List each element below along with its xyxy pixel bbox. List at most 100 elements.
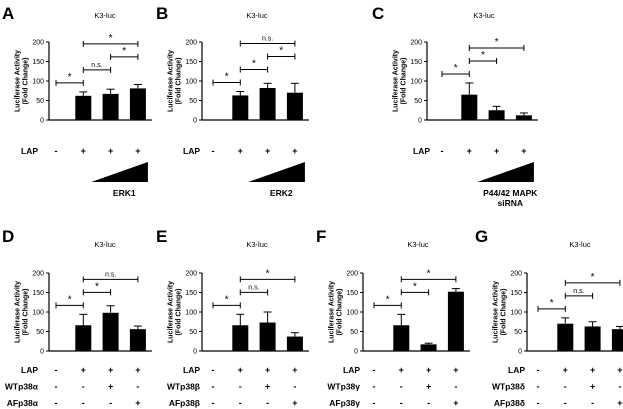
panel-letter: C [372, 4, 384, 23]
significance-label: * [279, 46, 283, 57]
row-mark: + [453, 365, 458, 375]
y-tick-label: 200 [185, 271, 197, 278]
chart-title: K3-luc [407, 240, 429, 249]
bar [420, 344, 437, 351]
dose-wedge [248, 162, 305, 182]
row-mark: + [292, 146, 297, 156]
row-mark: - [239, 398, 242, 408]
row-mark: + [617, 365, 622, 375]
row-mark: - [55, 146, 58, 156]
y-tick-label: 150 [32, 59, 44, 66]
significance-label: * [95, 281, 99, 292]
row-mark: + [238, 365, 243, 375]
panel-letter: E [156, 227, 167, 246]
row-mark: + [467, 146, 472, 156]
bar [129, 329, 146, 351]
row-label: LAP [413, 146, 430, 156]
chart-title: K3-luc [94, 240, 116, 249]
bar [530, 350, 546, 352]
y-tick-label: 50 [36, 98, 44, 105]
row-label: LAP [21, 365, 38, 375]
y-tick-label: 0 [40, 349, 44, 356]
bar [259, 322, 276, 351]
row-mark: - [618, 382, 621, 392]
row-mark: + [426, 365, 431, 375]
y-tick-label: 100 [32, 310, 44, 317]
y-tick-label: 0 [193, 118, 197, 125]
row-label: LAP [21, 146, 38, 156]
significance-label: n.s. [573, 288, 584, 295]
row-mark: + [265, 365, 270, 375]
row-mark: + [238, 146, 243, 156]
significance-label: * [225, 294, 229, 305]
row-mark: + [81, 365, 86, 375]
row-mark: + [108, 382, 113, 392]
y-axis-label: Luciferase Activity(Fold Change) [329, 281, 344, 343]
row-mark: - [212, 146, 215, 156]
y-tick-label: 0 [193, 349, 197, 356]
row-mark: + [292, 365, 297, 375]
chart-title: K3-luc [569, 240, 591, 249]
panel-c: C K3-luc Luciferase Activity(Fold Change) 0… [372, 4, 538, 208]
panel-g: G K3-luc Luciferase Activity(Fold Change) 0… [475, 227, 623, 408]
significance-label: n.s. [262, 36, 273, 43]
y-axis-label: Luciferase Activity(Fold Change) [15, 281, 30, 343]
row-mark: + [265, 146, 270, 156]
treatment-label: siRNA [497, 198, 523, 208]
y-tick-label: 150 [185, 290, 197, 297]
panel-letter: G [475, 227, 488, 246]
dose-wedge [91, 162, 148, 182]
row-mark: - [109, 398, 112, 408]
bar [611, 329, 623, 351]
y-tick-label: 50 [414, 98, 422, 105]
row-mark: + [617, 398, 622, 408]
row-mark: + [453, 398, 458, 408]
significance-label: * [225, 72, 229, 83]
significance-label: * [413, 281, 417, 292]
row-label: AFp38α [7, 398, 39, 408]
row-mark: + [135, 398, 140, 408]
panel-e: E K3-luc Luciferase Activity(Fold Change) 0… [156, 227, 309, 408]
y-axis-label: Luciferase Activity(Fold Change) [393, 50, 408, 112]
row-label: WTp38γ [327, 382, 360, 392]
row-mark: + [494, 146, 499, 156]
row-mark: - [266, 398, 269, 408]
row-mark: + [590, 365, 595, 375]
bar [205, 350, 221, 352]
bar [102, 312, 119, 351]
row-mark: - [82, 382, 85, 392]
significance-label: * [386, 294, 390, 305]
y-axis-label: Luciferase Activity(Fold Change) [493, 281, 508, 343]
row-label: AFp38γ [329, 398, 360, 408]
dose-wedge [477, 162, 534, 182]
row-mark: - [564, 382, 567, 392]
row-label: LAP [183, 146, 200, 156]
y-tick-label: 150 [185, 59, 197, 66]
row-mark: - [400, 398, 403, 408]
row-mark: + [265, 382, 270, 392]
chart-title: K3-luc [94, 11, 116, 20]
row-mark: - [212, 398, 215, 408]
row-mark: + [399, 365, 404, 375]
bar [48, 350, 64, 352]
significance-label: * [266, 268, 270, 279]
row-mark: - [82, 398, 85, 408]
significance-label: n.s. [105, 271, 116, 278]
bar [232, 325, 249, 351]
panel-f: F K3-luc Luciferase Activity(Fold Change) 0… [316, 227, 470, 408]
row-label: WTp38δ [492, 382, 525, 392]
y-tick-label: 200 [410, 40, 422, 47]
bar [286, 92, 303, 120]
significance-label: * [591, 272, 595, 283]
y-tick-label: 0 [40, 118, 44, 125]
chart-title: K3-luc [246, 240, 268, 249]
y-tick-label: 100 [185, 79, 197, 86]
row-label: WTp38α [5, 382, 39, 392]
significance-label: * [252, 59, 256, 70]
bar [129, 88, 146, 120]
y-tick-label: 150 [410, 59, 422, 66]
panel-d: D K3-luc Luciferase Activity(Fold Change) 0… [2, 227, 152, 408]
bar [366, 350, 382, 352]
y-tick-label: 200 [32, 40, 44, 47]
row-mark: - [239, 382, 242, 392]
